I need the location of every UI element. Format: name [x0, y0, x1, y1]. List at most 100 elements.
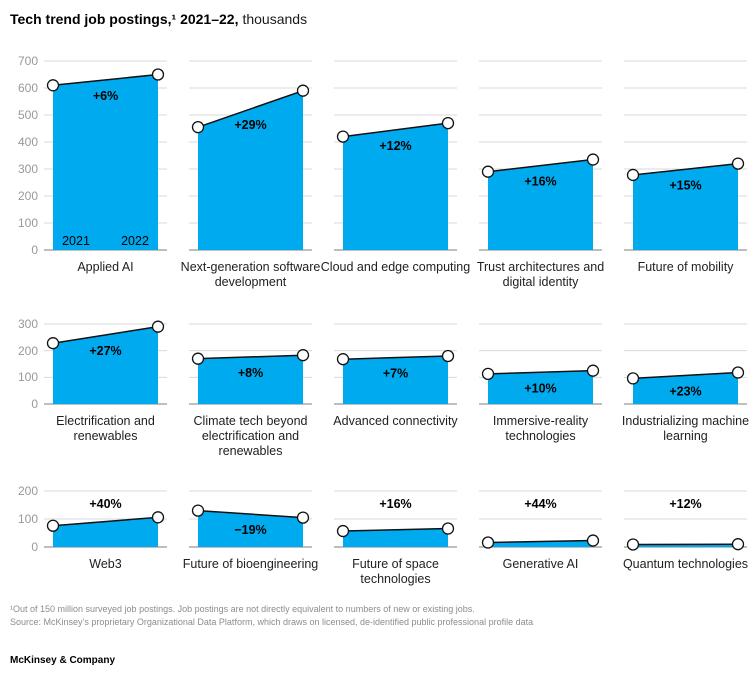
trend-line — [487, 539, 594, 544]
data-point-2022 — [731, 538, 745, 551]
chart-canvas: +27% — [44, 320, 167, 405]
y-axis-tick-label: 100 — [17, 216, 38, 230]
chart-panel: +40% Web3 — [44, 481, 189, 572]
area-fill — [633, 163, 738, 250]
trend-line — [487, 158, 594, 173]
chart-canvas: −19% — [189, 490, 312, 548]
chart-category-label: Web3 — [89, 557, 122, 571]
footnote-source: Source: McKinsey’s proprietary Organizat… — [10, 617, 534, 627]
y-axis-tick-label: 600 — [17, 81, 38, 95]
chart-category-label: Cloud and edge computing — [320, 260, 471, 274]
data-point-2021 — [191, 121, 205, 134]
trend-line — [197, 354, 304, 360]
chart-panel: +16% Trust architectures and digital iden… — [477, 54, 624, 290]
y-axis-tick-label: 500 — [17, 108, 38, 122]
y-axis-tick-label: 200 — [17, 343, 38, 358]
chart-category-label: Future of mobility — [637, 260, 734, 274]
chart-canvas: 2021 2022 +6% — [44, 60, 167, 251]
chart-panel: +7% Advanced connectivity — [333, 310, 479, 429]
data-point-2021 — [626, 168, 640, 182]
chart-row-1: 0 100 200 300 400 500 600 700 2021 2022 +6% Applied… — [8, 54, 751, 290]
chart-canvas: +12% — [624, 490, 747, 551]
data-point-2022 — [731, 366, 745, 379]
change-label: +27% — [89, 344, 121, 358]
chart-title-main: Tech trend job postings,¹ 2021–22, — [10, 11, 239, 27]
chart-title: Tech trend job postings,¹ 2021–22, thousa… — [10, 10, 751, 28]
footnotes: ¹Out of 150 million surveyed job posting… — [10, 603, 751, 629]
change-label: +23% — [669, 384, 701, 398]
trend-line — [342, 355, 449, 360]
chart-category-label: Immersive-reality technologies — [492, 414, 589, 443]
chart-canvas: +15% — [624, 60, 747, 251]
trend-line — [342, 527, 449, 532]
chart-category-label: Generative AI — [502, 557, 579, 571]
chart-panel: +8% Climate tech beyond electrification a… — [189, 310, 334, 459]
trend-line — [52, 325, 159, 344]
data-point-2021 — [481, 536, 495, 549]
data-point-2021 — [336, 130, 350, 143]
chart-panel: 2021 2022 +6% Applied AI — [44, 54, 189, 275]
chart-category-label: Quantum technologies — [622, 557, 749, 571]
area-fill — [198, 510, 303, 547]
change-label: +8% — [238, 366, 263, 380]
chart-canvas: +29% — [189, 60, 312, 251]
y-axis-tick-label: 400 — [17, 135, 38, 149]
data-point-2021 — [481, 165, 495, 178]
change-label: +40% — [89, 497, 121, 511]
area-fill — [633, 372, 738, 404]
chart-category-label: Advanced connectivity — [333, 414, 458, 428]
change-label: +6% — [93, 89, 118, 103]
footnote-definition: ¹Out of 150 million surveyed job posting… — [10, 604, 475, 614]
data-point-2021 — [626, 372, 640, 385]
area-fill — [343, 528, 448, 547]
year-label-2022: 2022 — [121, 234, 149, 248]
chart-panel: +16% Future of space technologies — [334, 481, 479, 587]
chart-canvas: +10% — [479, 323, 602, 405]
change-label: +7% — [383, 367, 408, 381]
trend-line — [632, 162, 739, 176]
change-label: +16% — [524, 175, 556, 189]
chart-panel: +12% Quantum technologies — [623, 481, 748, 572]
chart-row-2: 0 100 200 300 +27% Electrification and renewa… — [8, 310, 751, 459]
chart-canvas: +44% — [479, 490, 602, 549]
area-fill — [343, 123, 448, 250]
data-point-2022 — [586, 153, 600, 166]
chart-panel: +29% Next-generation software development — [181, 54, 334, 290]
trend-line — [197, 509, 304, 519]
chart-canvas: +12% — [334, 60, 457, 251]
y-axis-row-3: 0 100 200 — [8, 481, 44, 554]
charts-grid: 0 100 200 300 400 500 600 700 2021 2022 +6% Applied… — [8, 54, 751, 587]
chart-panel: +10% Immersive-reality technologies — [479, 310, 624, 444]
trend-line — [197, 89, 304, 128]
chart-title-unit: thousands — [242, 11, 308, 27]
area-fill — [198, 355, 303, 404]
year-label-2021: 2021 — [62, 234, 90, 248]
trend-line — [342, 122, 449, 138]
area-fill — [343, 356, 448, 404]
chart-row-3: 0 100 200 +40% Web3 −19% Future of bioengineer… — [8, 481, 751, 587]
y-axis-tick-label: 200 — [17, 484, 38, 498]
chart-panel: +27% Electrification and renewables — [44, 310, 189, 444]
data-point-2021 — [46, 79, 60, 92]
trend-line — [632, 371, 739, 380]
change-label: +10% — [524, 381, 556, 395]
change-label: +44% — [524, 497, 556, 511]
trend-line — [52, 516, 159, 527]
data-point-2021 — [481, 367, 495, 381]
chart-canvas: +16% — [479, 60, 602, 251]
data-point-2022 — [151, 320, 165, 333]
data-point-2021 — [626, 538, 640, 551]
data-point-2022 — [441, 349, 455, 363]
chart-category-label: Applied AI — [77, 260, 134, 274]
chart-panel: +44% Generative AI — [479, 481, 624, 572]
y-axis-tick-label: 0 — [31, 243, 38, 257]
change-label: +29% — [234, 118, 266, 132]
chart-category-label: Next-generation software development — [180, 260, 321, 289]
change-label: +12% — [669, 497, 701, 511]
chart-category-label: Electrification and renewables — [56, 414, 155, 443]
y-axis-tick-label: 0 — [31, 540, 38, 554]
chart-canvas: +8% — [189, 323, 312, 405]
chart-canvas: +23% — [624, 323, 747, 405]
data-point-2021 — [336, 524, 350, 538]
